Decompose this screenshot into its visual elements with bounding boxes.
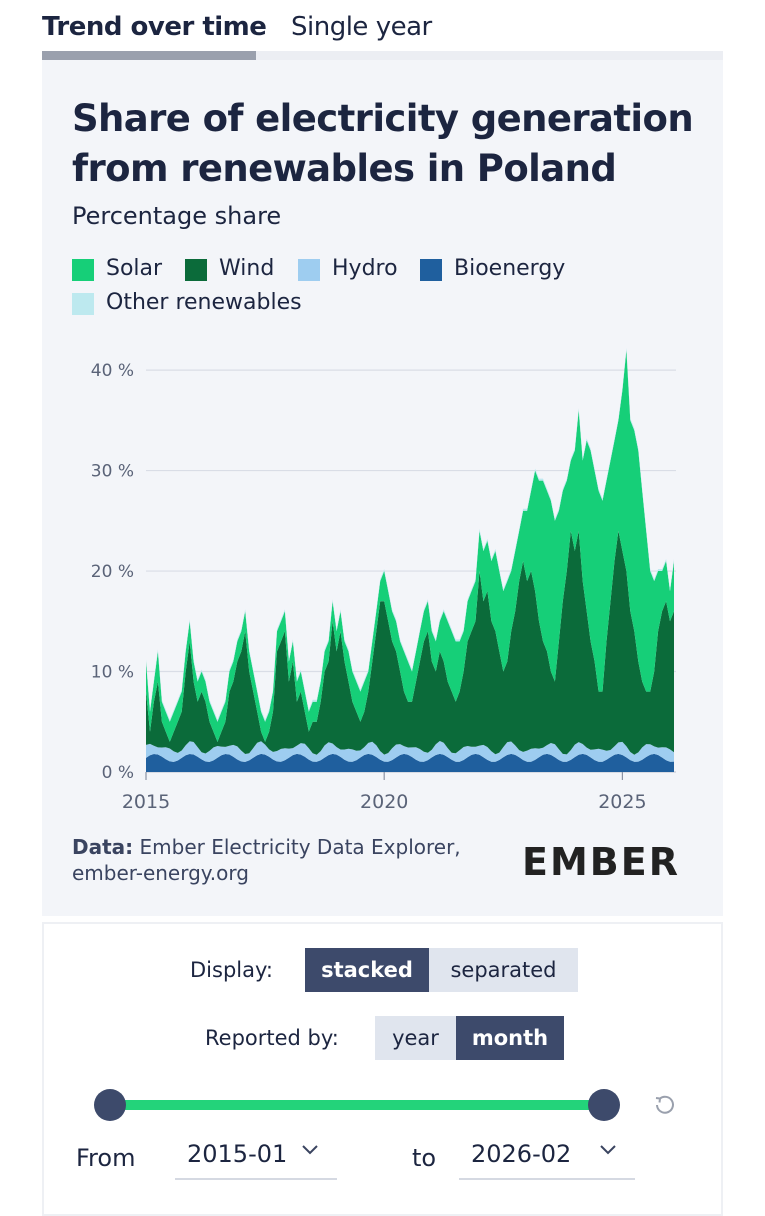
legend-swatch-wind bbox=[185, 259, 207, 281]
legend-label-other: Other renewables bbox=[106, 290, 302, 315]
chart-title: Share of electricity generation from ren… bbox=[72, 97, 694, 190]
tab-single-year[interactable]: Single year bbox=[291, 12, 432, 42]
y-tick-label: 40 % bbox=[91, 361, 134, 381]
chart-subtitle: Percentage share bbox=[72, 202, 282, 230]
reported-year-button[interactable]: year bbox=[375, 1016, 456, 1060]
from-date-value: 2015-01 bbox=[187, 1140, 288, 1168]
chart-controls: Display: stacked separated Reported by: … bbox=[42, 922, 723, 1216]
source-text: Ember Electricity Data Explorer, bbox=[139, 835, 461, 859]
area-other-renewables[interactable] bbox=[146, 348, 674, 722]
area-hydro[interactable] bbox=[146, 741, 674, 762]
reported-month-button[interactable]: month bbox=[456, 1016, 564, 1060]
range-slider-end-handle[interactable] bbox=[588, 1089, 620, 1121]
legend-label-solar: Solar bbox=[106, 256, 163, 281]
x-tick-label: 2025 bbox=[598, 791, 646, 813]
legend-swatch-other bbox=[72, 293, 94, 315]
legend-label-bioenergy: Bioenergy bbox=[454, 256, 566, 281]
x-tick-label: 2015 bbox=[122, 791, 170, 813]
legend-swatch-hydro bbox=[298, 259, 320, 281]
legend-label-hydro: Hydro bbox=[332, 256, 398, 281]
ember-logo: EMBER bbox=[522, 840, 680, 884]
legend-swatch-bioenergy bbox=[420, 259, 442, 281]
display-separated-button[interactable]: separated bbox=[429, 948, 578, 992]
to-date-select[interactable]: 2026-02 bbox=[459, 1138, 635, 1180]
reset-icon[interactable] bbox=[650, 1090, 680, 1120]
source-label: Data: bbox=[72, 835, 134, 859]
x-tick-label: 2020 bbox=[360, 791, 408, 813]
chart-card: Share of electricity generation from ren… bbox=[42, 60, 723, 916]
to-label: to bbox=[412, 1144, 437, 1172]
y-tick-label: 0 % bbox=[102, 763, 134, 783]
tab-track bbox=[42, 51, 723, 60]
to-chevron-down-icon bbox=[600, 1145, 616, 1155]
y-tick-label: 20 % bbox=[91, 562, 134, 582]
from-date-select[interactable]: 2015-01 bbox=[175, 1138, 337, 1180]
area-solar[interactable] bbox=[146, 350, 674, 742]
data-source: Data: Ember Electricity Data Explorer, e… bbox=[72, 834, 461, 886]
tab-trend-over-time[interactable]: Trend over time bbox=[42, 12, 267, 42]
area-wind[interactable] bbox=[146, 530, 674, 755]
y-tick-label: 10 % bbox=[91, 663, 134, 683]
tab-bar: Trend over time Single year bbox=[42, 0, 723, 60]
legend-swatch-solar bbox=[72, 259, 94, 281]
legend-label-wind: Wind bbox=[219, 256, 275, 281]
area-chart: 0 % 10 % 20 % 30 % 40 % 2015 2020 2025 bbox=[91, 348, 676, 813]
from-chevron-down-icon bbox=[302, 1145, 318, 1155]
reported-by-label: Reported by: bbox=[205, 1026, 339, 1050]
tab-active-underline bbox=[42, 51, 256, 60]
from-label: From bbox=[76, 1144, 136, 1172]
to-date-value: 2026-02 bbox=[471, 1140, 572, 1168]
display-label: Display: bbox=[190, 958, 273, 982]
range-slider-start-handle[interactable] bbox=[94, 1089, 126, 1121]
range-slider-track[interactable] bbox=[110, 1100, 606, 1110]
area-bioenergy[interactable] bbox=[146, 753, 674, 772]
display-stacked-button[interactable]: stacked bbox=[305, 948, 429, 992]
y-tick-label: 30 % bbox=[91, 462, 134, 482]
source-link[interactable]: ember-energy.org bbox=[72, 861, 249, 885]
